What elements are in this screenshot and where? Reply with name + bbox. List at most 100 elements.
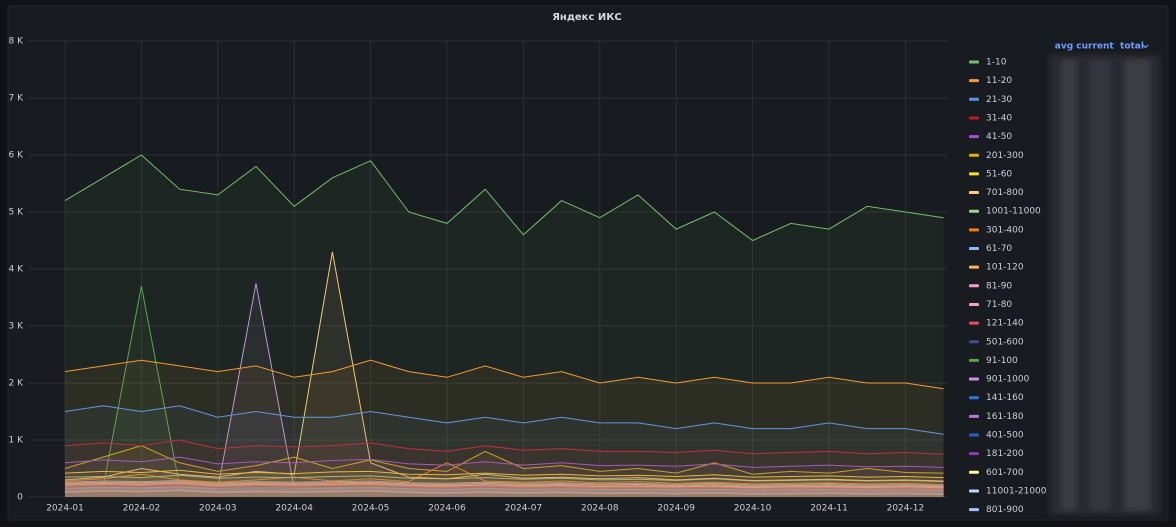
- y-tick-label: 8 K: [9, 37, 25, 47]
- series-line: [64, 154, 944, 242]
- y-tick-label: 1 K: [9, 436, 25, 446]
- series-area: [65, 445, 944, 497]
- legend-label[interactable]: 91-100: [986, 356, 1018, 366]
- series-line: [64, 487, 944, 493]
- legend-swatch[interactable]: [969, 414, 979, 418]
- series-area: [65, 457, 944, 497]
- series-line: [64, 445, 944, 475]
- legend-swatch[interactable]: [969, 265, 979, 269]
- legend-label[interactable]: 41-50: [986, 132, 1012, 142]
- x-tick-label: 2024-01: [46, 504, 84, 514]
- legend-swatch[interactable]: [969, 433, 979, 437]
- y-tick-label: 2 K: [9, 379, 25, 389]
- legend-swatch[interactable]: [969, 79, 979, 83]
- legend-header[interactable]: total: [1120, 42, 1144, 52]
- legend-swatch[interactable]: [969, 284, 979, 288]
- series-area: [65, 155, 944, 497]
- legend-label[interactable]: 701-800: [986, 188, 1024, 198]
- series-area: [65, 440, 944, 497]
- series-area: [65, 251, 944, 497]
- series-line: [64, 479, 944, 487]
- legend-label[interactable]: 801-900: [986, 505, 1024, 515]
- legend-swatch[interactable]: [969, 191, 979, 195]
- series-area: [65, 462, 944, 497]
- legend-label[interactable]: 101-120: [986, 263, 1024, 273]
- legend-label[interactable]: 141-160: [986, 393, 1024, 403]
- legend-swatch[interactable]: [969, 60, 979, 64]
- series-line: [64, 469, 944, 479]
- series-line: [64, 251, 944, 482]
- blur-block: [1062, 60, 1076, 510]
- series-line: [64, 474, 944, 483]
- legend-swatch[interactable]: [969, 302, 979, 306]
- legend-header[interactable]: avg: [1055, 42, 1073, 52]
- legend-swatch[interactable]: [969, 452, 979, 456]
- legend-swatch[interactable]: [969, 489, 979, 493]
- legend-swatch[interactable]: [969, 228, 979, 232]
- series-line: [64, 489, 944, 495]
- x-tick-label: 2024-12: [887, 504, 925, 514]
- legend-label[interactable]: 1-10: [986, 58, 1007, 68]
- legend-swatch[interactable]: [969, 508, 979, 512]
- y-tick-label: 0: [17, 493, 23, 503]
- legend-swatch[interactable]: [969, 135, 979, 139]
- legend-swatch[interactable]: [969, 396, 979, 400]
- legend-swatch[interactable]: [969, 247, 979, 250]
- series-line: [64, 286, 944, 491]
- series-line: [64, 488, 944, 494]
- legend-swatch[interactable]: [969, 470, 979, 474]
- series-line: [64, 439, 944, 455]
- legend-label[interactable]: 301-400: [986, 225, 1024, 235]
- x-tick-label: 2024-04: [275, 504, 313, 514]
- legend-label[interactable]: 901-1000: [986, 375, 1030, 385]
- x-tick-label: 2024-11: [810, 504, 848, 514]
- legend-label[interactable]: 71-80: [986, 300, 1012, 310]
- legend-label[interactable]: 201-300: [986, 151, 1024, 161]
- series-area: [65, 487, 944, 497]
- legend-label[interactable]: 401-500: [986, 431, 1024, 441]
- legend-swatch[interactable]: [969, 153, 979, 157]
- series-area: [65, 487, 944, 497]
- series-line: [64, 456, 944, 468]
- legend-swatch[interactable]: [969, 172, 979, 176]
- legend-swatch[interactable]: [969, 377, 979, 381]
- series-area: [65, 405, 944, 497]
- legend-label[interactable]: 81-90: [986, 281, 1012, 291]
- legend-swatch[interactable]: [969, 358, 979, 362]
- plot-area: [64, 154, 944, 497]
- legend-label[interactable]: 1001-11000: [986, 207, 1041, 217]
- legend-swatch[interactable]: [969, 209, 979, 213]
- legend-header[interactable]: current: [1076, 42, 1114, 52]
- series-line: [64, 462, 944, 485]
- legend-label[interactable]: 11-20: [986, 76, 1012, 86]
- legend-label[interactable]: 121-140: [986, 319, 1024, 329]
- series-line: [64, 482, 944, 488]
- panel-title[interactable]: Яндекс ИКС: [552, 12, 622, 23]
- legend-swatch[interactable]: [969, 97, 979, 101]
- series-line: [64, 359, 944, 390]
- legend-label[interactable]: 61-70: [986, 244, 1012, 254]
- series-line: [64, 483, 944, 490]
- x-tick-label: 2024-05: [352, 504, 390, 514]
- legend-swatch[interactable]: [969, 340, 979, 344]
- legend-label[interactable]: 11001-21000: [986, 486, 1047, 496]
- legend-label[interactable]: 51-60: [986, 169, 1012, 179]
- series-line: [64, 481, 944, 487]
- legend-swatch[interactable]: [969, 116, 979, 120]
- legend-label[interactable]: 31-40: [986, 113, 1012, 123]
- legend-label[interactable]: 21-30: [986, 95, 1012, 105]
- legend-label[interactable]: 181-200: [986, 449, 1024, 459]
- x-tick-label: 2024-06: [428, 504, 466, 514]
- y-tick-label: 4 K: [9, 265, 25, 275]
- panel: [7, 5, 1169, 521]
- series-area: [65, 475, 944, 497]
- x-tick-label: 2024-08: [581, 504, 619, 514]
- x-tick-label: 2024-09: [657, 504, 695, 514]
- legend-label[interactable]: 501-600: [986, 337, 1024, 347]
- legend-label[interactable]: 161-180: [986, 412, 1024, 422]
- legend-label[interactable]: 601-700: [986, 468, 1024, 478]
- series-area: [65, 360, 944, 497]
- legend-swatch[interactable]: [969, 321, 979, 325]
- y-tick-label: 3 K: [9, 322, 25, 332]
